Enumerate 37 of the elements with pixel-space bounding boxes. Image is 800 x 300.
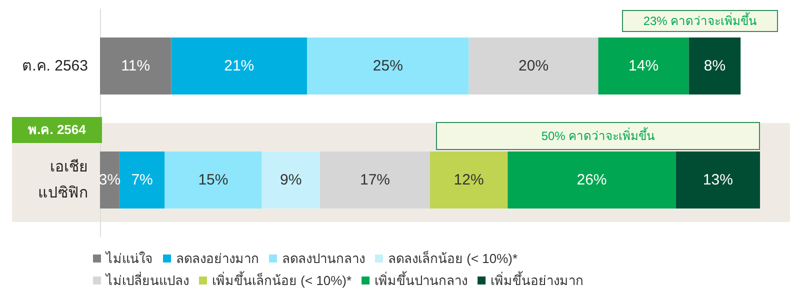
data-label: 14% (628, 58, 659, 74)
bar (598, 38, 689, 94)
legend-label: ไม่แน่ใจ (105, 251, 153, 266)
bar (307, 38, 469, 94)
data-label: 11% (121, 58, 150, 74)
bar (468, 38, 598, 94)
legend-label: เพิ่มขึ้นเล็กน้อย (< 10%)* (212, 271, 352, 288)
bar (164, 152, 262, 208)
data-label: 17% (360, 172, 390, 188)
legend-label: ลดลงปานกลาง (282, 251, 365, 266)
legend-label: เพิ่มขึ้นปานกลาง (374, 271, 468, 288)
bar (430, 152, 508, 208)
bar (262, 152, 320, 208)
data-label: 7% (131, 172, 153, 188)
bar (508, 152, 676, 208)
legend-label: ลดลงเล็กน้อย (< 10%)* (388, 249, 518, 266)
legend-label: เพิ่มขึ้นอย่างมาก (490, 271, 584, 288)
data-label: 20% (518, 58, 549, 74)
legend-label: ไม่เปลี่ยนแปลง (105, 272, 189, 288)
y-tick-label: เอเชีย แปซิฟิก (38, 158, 88, 202)
bar (171, 38, 308, 94)
bar (676, 152, 760, 208)
legend-label: ลดลงอย่างมาก (176, 251, 259, 266)
bar (688, 38, 741, 94)
bar (119, 152, 165, 208)
data-label: 15% (198, 172, 228, 188)
data-label: 8% (704, 58, 726, 74)
data-label: 13% (702, 172, 733, 188)
text: พ.ค. 2564 (12, 117, 102, 143)
y-tick-label: ต.ค. 2563 (22, 58, 88, 74)
bar (100, 38, 172, 94)
data-label: 12% (454, 172, 484, 188)
data-label: 9% (280, 172, 302, 188)
data-label: 21% (224, 58, 254, 74)
bar (320, 152, 430, 208)
data-label: 25% (372, 58, 403, 74)
data-label: 26% (576, 172, 607, 188)
